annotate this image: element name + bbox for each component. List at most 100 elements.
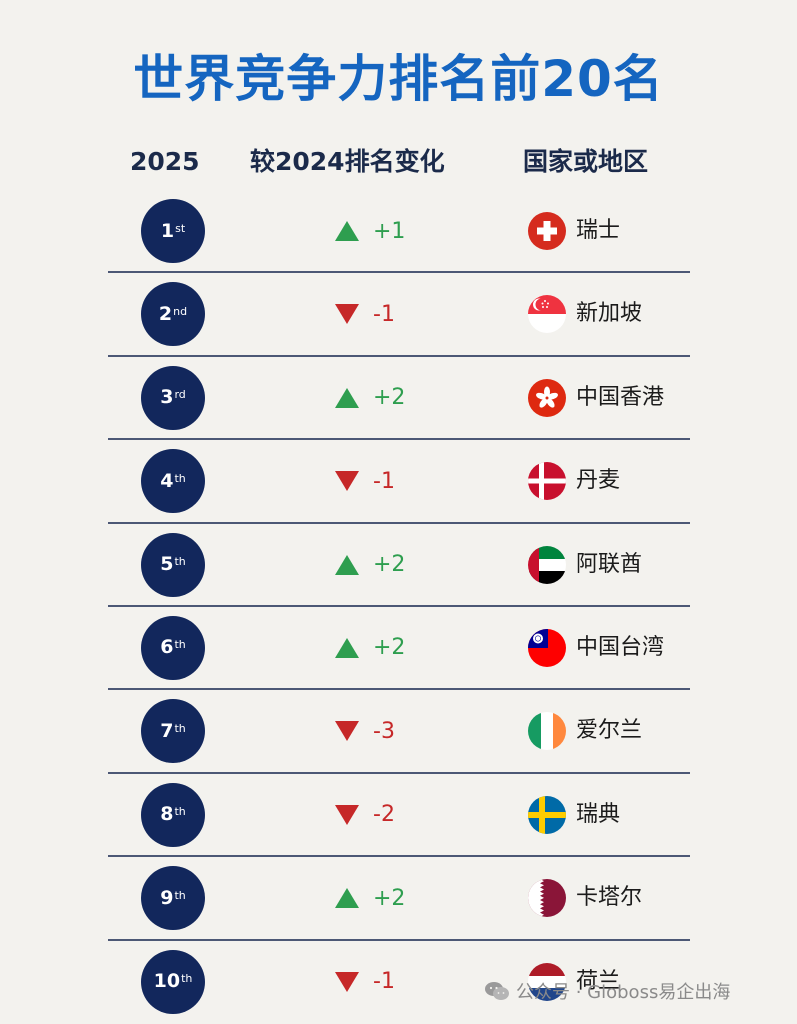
rank-number: 2 (158, 302, 173, 325)
rank-change: +2 (335, 633, 405, 663)
change-value: +1 (373, 218, 406, 244)
down-arrow-icon (335, 304, 359, 325)
rank-change: -1 (335, 967, 395, 997)
rank-change: -1 (335, 299, 395, 329)
rank-suffix: th (174, 638, 186, 652)
country-name: 瑞士 (576, 218, 621, 243)
sweden-flag-icon (528, 795, 566, 834)
change-value: +2 (373, 635, 406, 661)
up-arrow-icon (335, 637, 359, 658)
rank-change: -3 (335, 716, 395, 746)
down-arrow-icon (335, 721, 359, 742)
row-divider (108, 521, 690, 524)
row-divider (108, 771, 690, 774)
rank-suffix: th (174, 805, 186, 819)
rank-suffix: rd (174, 388, 186, 402)
rank-suffix: th (174, 888, 186, 902)
row-divider (108, 688, 690, 691)
country-name: 中国台湾 (576, 634, 665, 660)
country-name: 中国香港 (576, 384, 665, 410)
qatar-flag-icon (528, 879, 566, 918)
switzerland-flag-icon (528, 212, 566, 250)
up-arrow-icon (335, 888, 359, 909)
rank-change: +2 (335, 883, 405, 913)
change-value: +2 (373, 552, 406, 578)
netherlands-flag-icon (528, 962, 566, 1001)
up-arrow-icon (335, 387, 359, 408)
row-divider (108, 604, 690, 607)
up-arrow-icon (335, 554, 359, 575)
row-divider (108, 438, 690, 441)
uae-flag-icon (528, 545, 566, 584)
country-name: 荷兰 (576, 968, 621, 994)
watermark: 公众号 · Globoss易企出海 (484, 978, 730, 1004)
change-value: -1 (373, 969, 395, 995)
rank-number: 3 (160, 386, 174, 409)
country-name: 新加坡 (576, 301, 643, 327)
change-value: +2 (373, 885, 406, 911)
rank-suffix: th (174, 721, 186, 735)
rank-number: 6 (160, 636, 174, 659)
hong-kong-flag-icon (528, 378, 566, 417)
rank-suffix: st (175, 221, 186, 235)
change-value: -1 (373, 301, 395, 327)
header-country: 国家或地区 (523, 147, 649, 176)
up-arrow-icon (335, 221, 359, 241)
row-divider (108, 855, 690, 858)
row-divider (108, 271, 690, 274)
change-value: +2 (373, 385, 406, 411)
rank-number: 10 (153, 970, 181, 993)
country-name: 阿联酋 (576, 551, 643, 577)
rank-number: 5 (160, 553, 174, 576)
down-arrow-icon (335, 971, 359, 992)
watermark-text: 公众号 · Globoss易企出海 (516, 982, 731, 1003)
rank-change: +1 (335, 216, 405, 246)
rank-change: -2 (335, 800, 395, 830)
rank-number: 7 (160, 719, 174, 742)
rank-suffix: th (174, 471, 186, 485)
country-name: 瑞典 (576, 801, 621, 827)
rank-number: 8 (160, 803, 174, 826)
down-arrow-icon (335, 804, 359, 825)
change-value: -1 (373, 468, 395, 494)
header-change: 较2024排名变化 (250, 147, 445, 176)
rank-change: +2 (335, 550, 405, 580)
ireland-flag-icon (528, 712, 566, 751)
rank-suffix: th (174, 555, 186, 569)
header-year: 2025 (130, 147, 200, 176)
rank-number: 4 (160, 469, 174, 492)
change-value: -2 (373, 802, 395, 828)
country-name: 丹麦 (576, 468, 621, 494)
page-title: 世界竞争力排名前20名 (133, 50, 664, 108)
taiwan-flag-icon (528, 628, 566, 667)
country-name: 卡塔尔 (576, 885, 643, 911)
wechat-icon (485, 982, 509, 1000)
change-value: -3 (373, 718, 395, 744)
rank-number: 1 (160, 219, 175, 242)
rank-suffix: nd (173, 304, 188, 318)
rank-change: -1 (335, 466, 395, 496)
denmark-flag-icon (528, 462, 566, 501)
row-divider (108, 354, 690, 357)
country-name: 爱尔兰 (576, 718, 643, 744)
rank-suffix: th (181, 972, 193, 986)
